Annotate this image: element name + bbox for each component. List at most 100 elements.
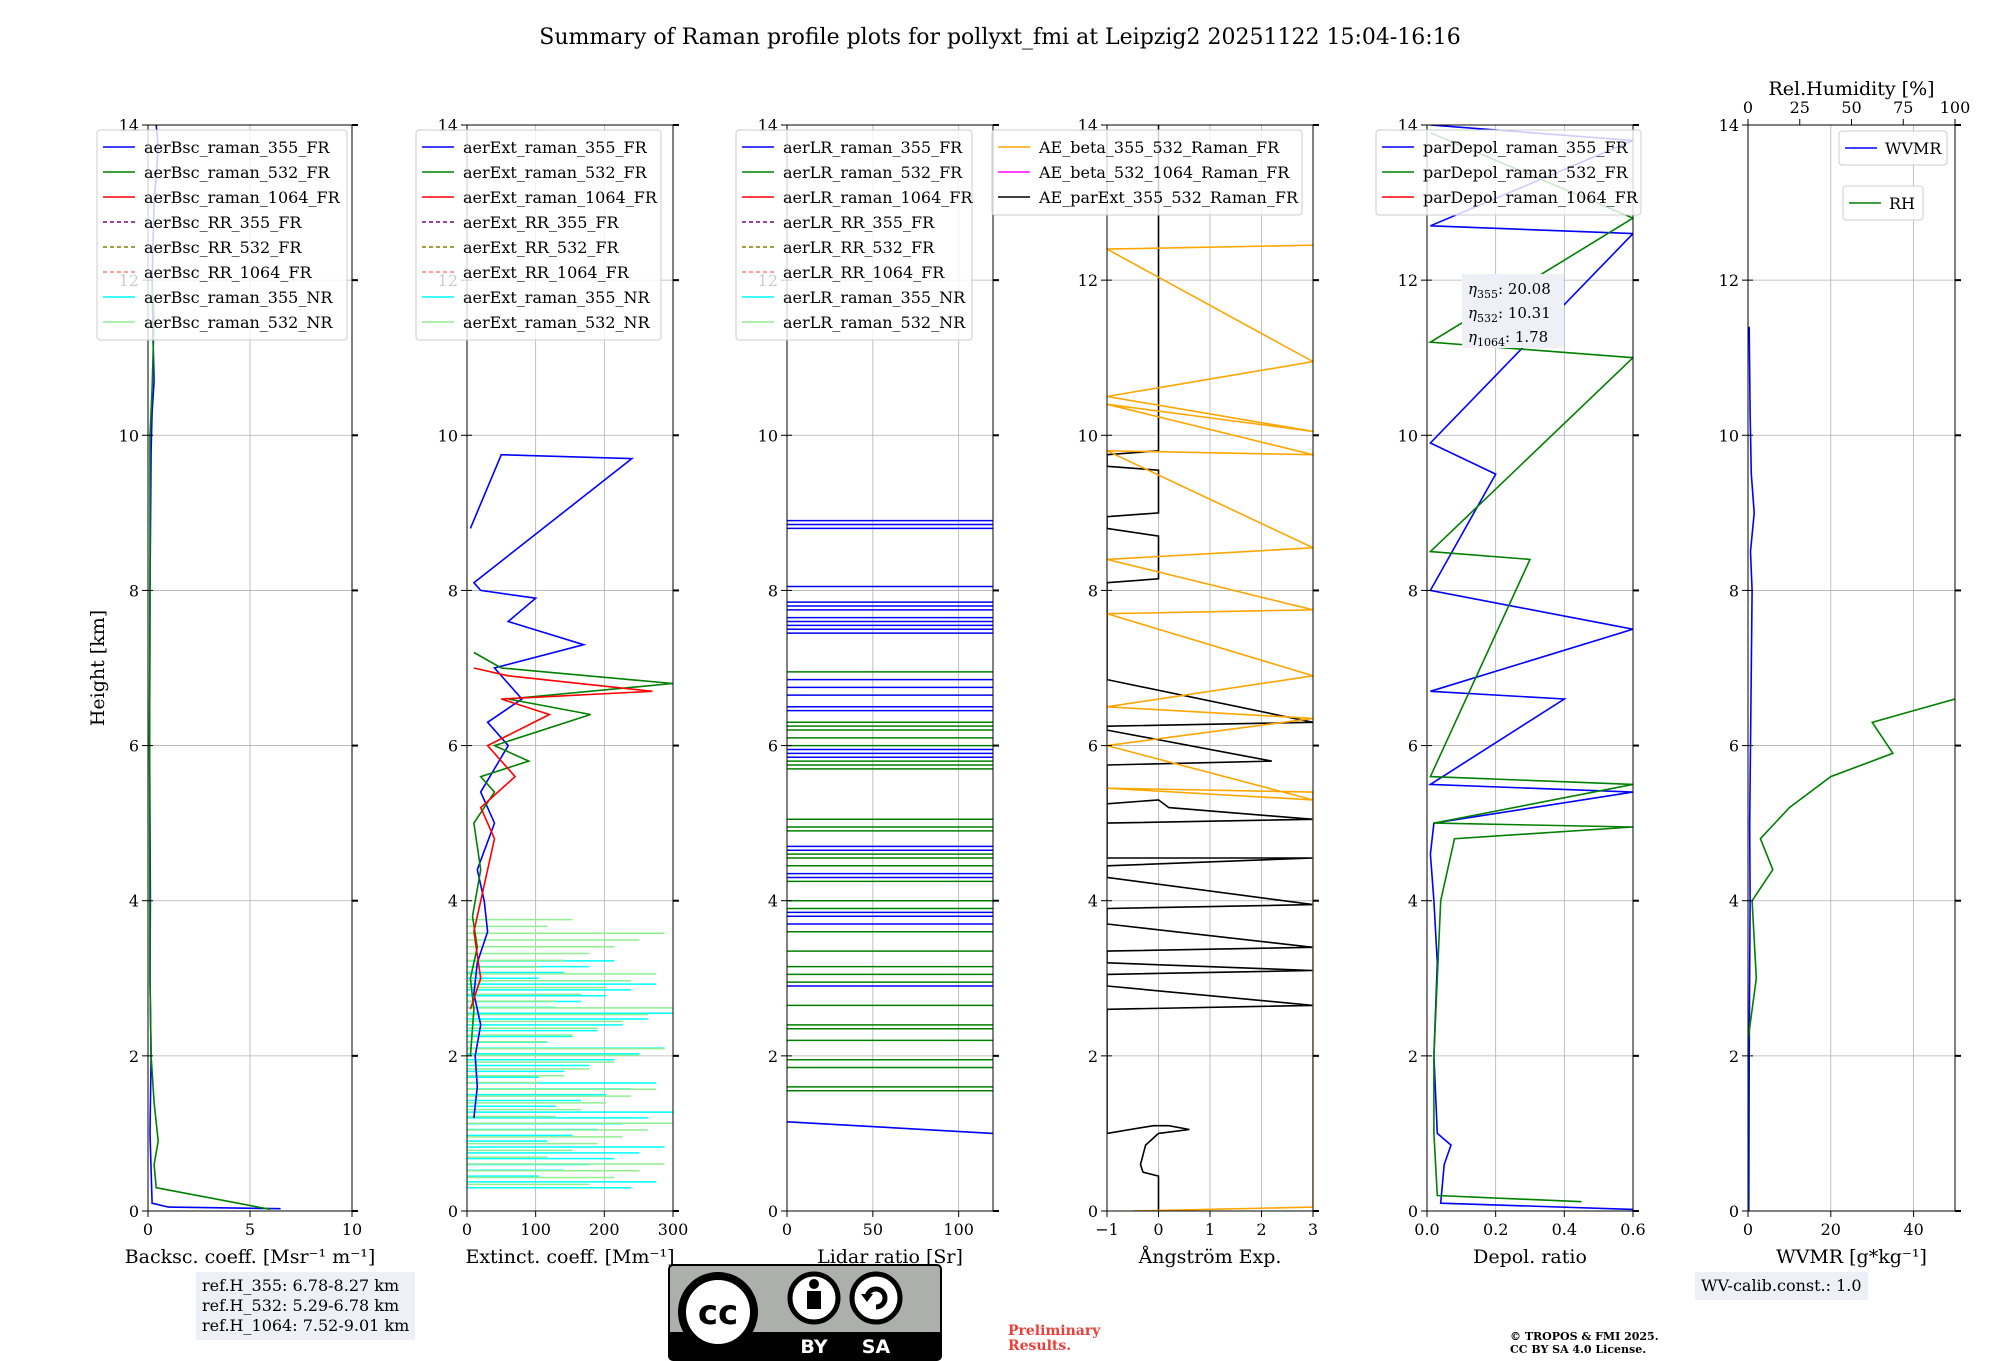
series-WVMR xyxy=(1748,326,1756,1211)
xtick-label: 3 xyxy=(1308,1220,1318,1239)
ytick-label: 8 xyxy=(1408,581,1418,600)
legend-item-aerBsc_raman_532_NR: aerBsc_raman_532_NR xyxy=(144,313,333,332)
eta-355: η355: 20.08 xyxy=(1468,280,1551,301)
legend-item-aerBsc_raman_532_FR: aerBsc_raman_532_FR xyxy=(144,163,330,182)
xtick-label: 50 xyxy=(863,1220,883,1239)
ytick-label: 2 xyxy=(1408,1047,1418,1066)
copyright-note: © TROPOS & FMI 2025. CC BY SA 4.0 Licens… xyxy=(1510,1330,1659,1356)
legend-item-aerExt_raman_532_FR: aerExt_raman_532_FR xyxy=(463,163,648,182)
xtick-label: 0 xyxy=(143,1220,153,1239)
legend-angstrom: AE_beta_355_532_Raman_FR AE_beta_532_1064… xyxy=(991,129,1303,216)
frame-depol xyxy=(1426,124,1634,1212)
ylabel-backscatter: Height [km] xyxy=(87,610,109,726)
series-AE_beta_355_532_Raman_FR xyxy=(1107,244,1313,1211)
legend-item-aerExt_RR_532_FR: aerExt_RR_532_FR xyxy=(463,238,620,257)
copyright-line-1: © TROPOS & FMI 2025. xyxy=(1510,1330,1659,1343)
series-aerExt_raman_532_FR xyxy=(469,651,673,1056)
legend-backscatter: aerBsc_raman_355_FR aerBsc_raman_532_FRae… xyxy=(96,129,348,341)
ytick-label: 12 xyxy=(1078,271,1098,290)
legend-item-AE_parExt_355_532_Raman_FR: AE_parExt_355_532_Raman_FR xyxy=(1038,188,1299,207)
ref-h-1064: ref.H_1064: 7.52-9.01 km xyxy=(202,1316,410,1335)
xtick-label: 1 xyxy=(1205,1220,1215,1239)
xtick-label: 10 xyxy=(342,1220,362,1239)
eta-1064: η1064: 1.78 xyxy=(1468,328,1548,349)
xlabel-angstrom: Ångström Exp. xyxy=(1138,1246,1282,1268)
plot-area-extinction xyxy=(467,453,673,1189)
legend-item-aerExt_RR_1064_FR: aerExt_RR_1064_FR xyxy=(463,263,630,282)
copyright-line-2: CC BY SA 4.0 License. xyxy=(1510,1343,1647,1356)
preliminary-results-note: Preliminary Results. xyxy=(1008,1324,1100,1354)
legend-item-parDepol_raman_1064_FR: parDepol_raman_1064_FR xyxy=(1423,188,1639,207)
legend-item-aerExt_raman_355_FR: aerExt_raman_355_FR xyxy=(463,138,648,157)
ytick-label: 10 xyxy=(438,426,458,445)
legend-item-aerLR_raman_532_FR: aerLR_raman_532_FR xyxy=(783,163,963,182)
xlabel-backscatter: Backsc. coeff. [Msr⁻¹ m⁻¹] xyxy=(125,1246,376,1268)
legend-item-aerLR_raman_355_FR: aerLR_raman_355_FR xyxy=(783,138,963,157)
sa-label: SA xyxy=(862,1336,891,1358)
ytick-label: 0 xyxy=(1408,1202,1418,1221)
series-aerLR_raman_355_FR xyxy=(787,1121,993,1135)
legend-item-aerExt_raman_1064_FR: aerExt_raman_1064_FR xyxy=(463,188,658,207)
legend-extinction: aerExt_raman_355_FR aerExt_raman_532_FRae… xyxy=(415,129,662,341)
frame-extinction xyxy=(466,124,674,1212)
ytick-label: 4 xyxy=(1408,892,1418,911)
ytick-label: 8 xyxy=(129,581,139,600)
legend-item-aerBsc_RR_355_FR: aerBsc_RR_355_FR xyxy=(144,213,302,232)
legend-item-aerLR_RR_1064_FR: aerLR_RR_1064_FR xyxy=(783,263,945,282)
ytick-label: 2 xyxy=(1088,1047,1098,1066)
wv-calibration-box: WV-calib.const.: 1.0 xyxy=(1695,1272,1868,1300)
ytick-label: 0 xyxy=(448,1202,458,1221)
eta-532: η532: 10.31 xyxy=(1468,304,1551,325)
ytick-label: 10 xyxy=(119,426,139,445)
ytick-label: 10 xyxy=(1398,426,1418,445)
ytick-label: 6 xyxy=(448,737,458,756)
legend-item-aerBsc_raman_1064_FR: aerBsc_raman_1064_FR xyxy=(144,188,341,207)
ytick-label: 6 xyxy=(129,737,139,756)
ytick-label: 10 xyxy=(758,426,778,445)
legend-item-AE_beta_355_532_Raman_FR: AE_beta_355_532_Raman_FR xyxy=(1038,138,1280,157)
ytick-label: 8 xyxy=(768,581,778,600)
xtick-label: 0 xyxy=(462,1220,472,1239)
cc-by-sa-license-badge: cc BY SA xyxy=(668,1264,942,1361)
legend-item-parDepol_raman_532_FR: parDepol_raman_532_FR xyxy=(1423,163,1629,182)
x2tick-label: 0 xyxy=(1743,98,1753,117)
frame-lidar_ratio xyxy=(786,124,994,1212)
legend-item-parDepol_raman_355_FR: parDepol_raman_355_FR xyxy=(1423,138,1629,157)
ytick-label: 8 xyxy=(1088,581,1098,600)
ytick-label: 14 xyxy=(1719,116,1739,135)
figure-title: Summary of Raman profile plots for polly… xyxy=(539,25,1460,50)
legend-item-aerExt_raman_532_NR: aerExt_raman_532_NR xyxy=(463,313,651,332)
ytick-label: 6 xyxy=(1408,737,1418,756)
xlabel-depol: Depol. ratio xyxy=(1473,1246,1587,1268)
ytick-label: 4 xyxy=(1729,892,1739,911)
ytick-label: 0 xyxy=(1729,1202,1739,1221)
ytick-label: 12 xyxy=(1398,271,1418,290)
ytick-label: 6 xyxy=(768,737,778,756)
xtick-label: 0.0 xyxy=(1414,1220,1439,1239)
preliminary-line-2: Results. xyxy=(1008,1338,1072,1354)
legend-item-aerBsc_RR_1064_FR: aerBsc_RR_1064_FR xyxy=(144,263,313,282)
x2label-wvmr: Rel.Humidity [%] xyxy=(1768,78,1934,100)
xtick-label: 40 xyxy=(1903,1220,1923,1239)
ytick-label: 4 xyxy=(768,892,778,911)
x2tick-label: 50 xyxy=(1841,98,1861,117)
panel-backscatter: 024681012140510Backsc. coeff. [Msr⁻¹ m⁻¹… xyxy=(87,116,375,1268)
series-aerExt_raman_355_FR xyxy=(469,453,635,1118)
eta-box xyxy=(1462,274,1564,348)
x2tick-label: 100 xyxy=(1940,98,1971,117)
xtick-label: 100 xyxy=(943,1220,974,1239)
series-parDepol_raman_532_FR xyxy=(1427,132,1633,1203)
grid-angstrom xyxy=(1107,125,1313,1211)
xlabel-lidar_ratio: Lidar ratio [Sr] xyxy=(817,1246,963,1268)
series-aerBsc_raman_532_FR xyxy=(148,280,271,1211)
legend-item-aerLR_raman_532_NR: aerLR_raman_532_NR xyxy=(783,313,966,332)
legend-item-aerBsc_raman_355_NR: aerBsc_raman_355_NR xyxy=(144,288,333,307)
legend-depol: parDepol_raman_355_FR parDepol_raman_532_… xyxy=(1375,129,1642,216)
ytick-label: 0 xyxy=(1088,1202,1098,1221)
ytick-label: 8 xyxy=(1729,581,1739,600)
ref-h-532: ref.H_532: 5.29-6.78 km xyxy=(202,1296,400,1315)
